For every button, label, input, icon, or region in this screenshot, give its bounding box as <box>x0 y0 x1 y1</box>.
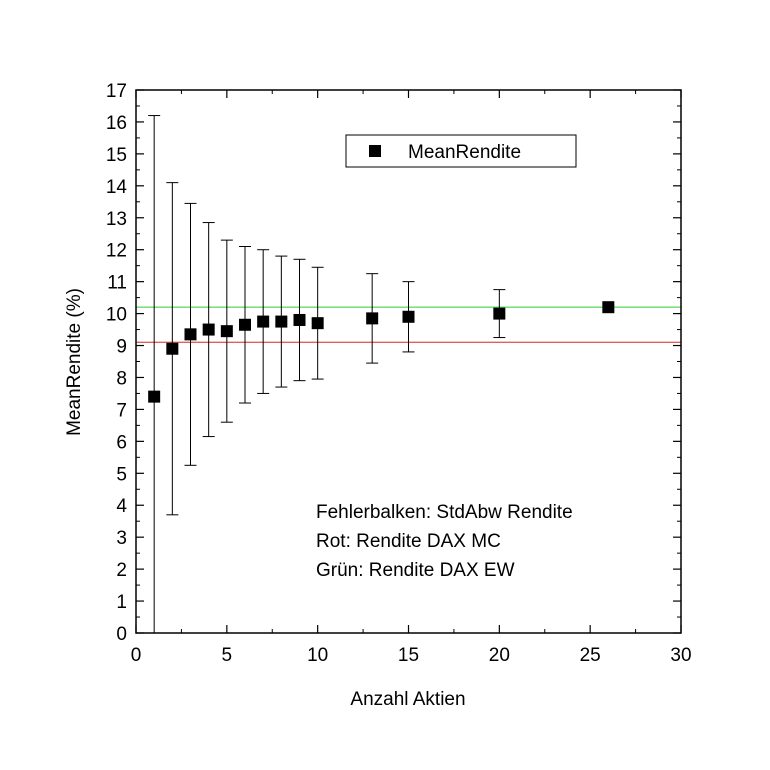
annotation-green-line: Grün: Rendite DAX EW <box>316 560 515 581</box>
y-tick-label: 17 <box>106 81 127 102</box>
y-tick-label: 6 <box>116 432 127 453</box>
data-points <box>148 301 615 403</box>
y-tick-label: 10 <box>106 305 127 326</box>
x-tick-label: 10 <box>307 645 328 666</box>
x-tick-label: 25 <box>580 645 601 666</box>
y-tick-label: 14 <box>106 177 128 198</box>
error-bars <box>148 115 506 633</box>
data-point <box>220 325 233 338</box>
annotations: Fehlerbalken: StdAbw Rendite Rot: Rendit… <box>316 502 573 581</box>
y-tick-label: 8 <box>116 368 127 389</box>
y-tick-label: 0 <box>116 624 127 645</box>
legend-box <box>345 134 577 168</box>
data-point <box>166 342 179 355</box>
x-tick-label: 5 <box>222 645 233 666</box>
y-tick-label: 16 <box>106 113 127 134</box>
y-tick-label: 4 <box>116 496 127 517</box>
y-axis-title: MeanRendite (%) <box>64 288 85 436</box>
data-point <box>402 310 415 323</box>
data-point <box>148 390 161 403</box>
annotation-red-line: Rot: Rendite DAX MC <box>316 531 501 552</box>
x-tick-labels: 0 5 10 15 20 25 30 <box>131 645 692 666</box>
y-tick-label: 3 <box>116 528 127 549</box>
data-point <box>366 312 379 325</box>
x-tick-label: 15 <box>398 645 419 666</box>
x-tick-label: 30 <box>670 645 691 666</box>
error-bar <box>148 115 161 633</box>
data-point <box>275 315 288 328</box>
annotation-errorbars: Fehlerbalken: StdAbw Rendite <box>316 502 573 523</box>
y-tick-label: 9 <box>116 337 127 358</box>
data-point <box>293 313 306 326</box>
y-tick-label: 15 <box>106 145 127 166</box>
x-tick-label: 0 <box>131 645 142 666</box>
legend-label: MeanRendite <box>408 142 521 163</box>
data-point <box>311 317 324 330</box>
axis-ticks <box>135 89 682 634</box>
y-tick-label: 12 <box>106 241 127 262</box>
x-tick-label: 20 <box>489 645 510 666</box>
y-tick-label: 1 <box>116 592 127 613</box>
x-axis-title: Anzahl Aktien <box>350 689 465 710</box>
data-point <box>202 323 215 336</box>
data-point <box>493 307 506 320</box>
data-point <box>257 315 270 328</box>
data-point <box>239 318 251 331</box>
legend: MeanRendite <box>345 134 577 168</box>
data-point <box>184 328 197 341</box>
legend-marker <box>369 145 381 157</box>
y-tick-label: 2 <box>116 560 127 581</box>
y-tick-label: 11 <box>107 273 127 294</box>
y-tick-label: 7 <box>116 400 127 421</box>
data-point <box>602 301 615 314</box>
y-tick-label: 13 <box>106 209 127 230</box>
y-tick-label: 5 <box>116 464 127 485</box>
